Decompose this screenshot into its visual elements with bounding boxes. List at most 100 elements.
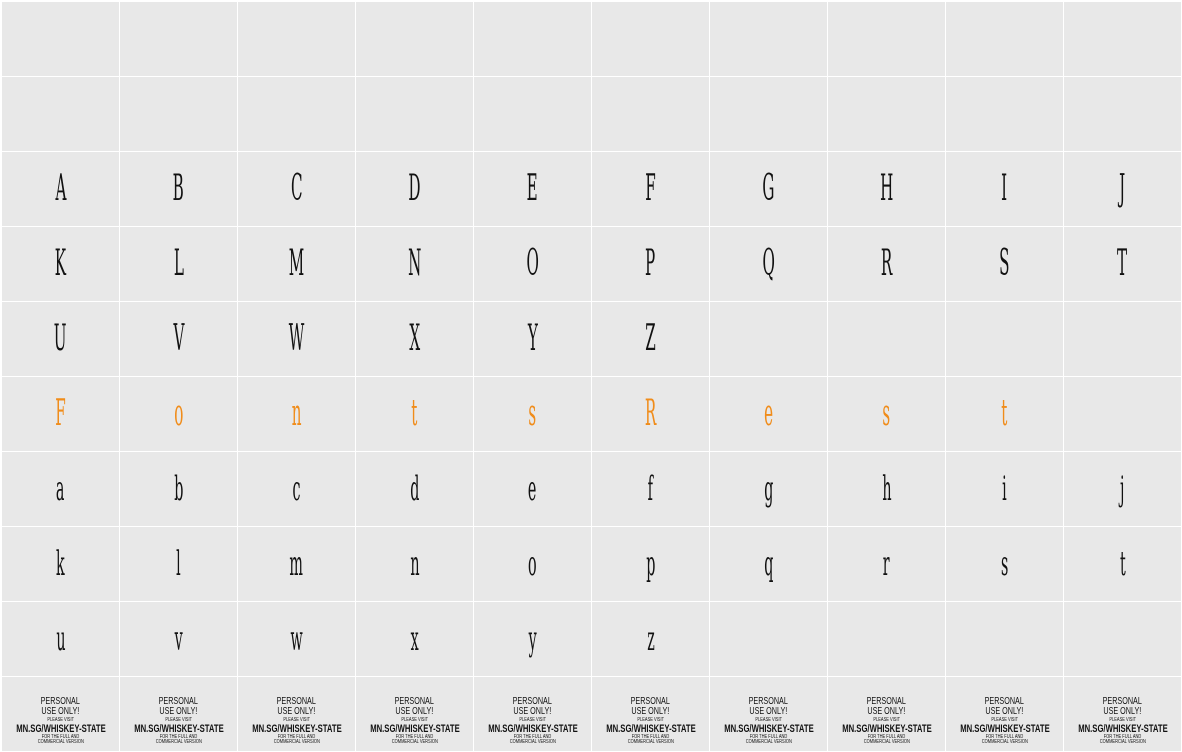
glyph-cell xyxy=(1064,377,1181,451)
notice-line5: FOR THE FULL AND xyxy=(513,734,552,740)
glyph-cell: c xyxy=(238,452,355,526)
glyph-cell: B xyxy=(120,152,237,226)
glyph-cell: s xyxy=(946,527,1063,601)
glyph-cell: L xyxy=(120,227,237,301)
glyph-cell: F xyxy=(592,152,709,226)
glyph-cell: g xyxy=(710,452,827,526)
glyph-cell xyxy=(710,602,827,676)
glyph-cell xyxy=(710,302,827,376)
glyph-cell: z xyxy=(592,602,709,676)
glyph-char: e xyxy=(764,393,773,434)
glyph-cell xyxy=(710,2,827,76)
license-notice: PERSONAL USE ONLY! PLEASE VISIT MN.SG/WHISK… xyxy=(828,677,945,751)
glyph-char: p xyxy=(645,544,656,584)
glyph-cell: b xyxy=(120,452,237,526)
glyph-char: B xyxy=(172,168,185,209)
glyph-cell: M xyxy=(238,227,355,301)
glyph-cell xyxy=(474,77,591,151)
glyph-cell: T xyxy=(1064,227,1181,301)
notice-line1: PERSONAL xyxy=(630,696,671,707)
glyph-cell xyxy=(1064,2,1181,76)
glyph-char: m xyxy=(289,544,304,584)
glyph-cell: q xyxy=(710,527,827,601)
glyph-cell xyxy=(1064,77,1181,151)
notice-line3: PLEASE VISIT xyxy=(519,717,546,723)
glyph-cell: s xyxy=(474,377,591,451)
glyph-cell xyxy=(474,2,591,76)
glyph-cell: V xyxy=(120,302,237,376)
glyph-char: G xyxy=(762,168,775,209)
glyph-char: A xyxy=(55,168,66,209)
glyph-cell: U xyxy=(2,302,119,376)
glyph-char: x xyxy=(410,619,419,659)
notice-line1: PERSONAL xyxy=(984,696,1025,707)
glyph-char: C xyxy=(290,168,303,209)
glyph-char: g xyxy=(763,469,774,509)
glyph-cell: J xyxy=(1064,152,1181,226)
glyph-char: t xyxy=(1119,544,1126,584)
notice-line5: FOR THE FULL AND xyxy=(41,734,80,740)
glyph-cell: N xyxy=(356,227,473,301)
license-notice-cell: PERSONAL USE ONLY! PLEASE VISIT MN.SG/WHISK… xyxy=(592,677,709,751)
glyph-char: F xyxy=(645,168,656,209)
glyph-cell xyxy=(592,77,709,151)
glyph-cell: p xyxy=(592,527,709,601)
glyph-cell: X xyxy=(356,302,473,376)
glyph-cell: Y xyxy=(474,302,591,376)
notice-line3: PLEASE VISIT xyxy=(873,717,900,723)
glyph-char: U xyxy=(54,318,67,359)
glyph-cell: e xyxy=(474,452,591,526)
glyph-char: o xyxy=(173,393,184,434)
license-notice: PERSONAL USE ONLY! PLEASE VISIT MN.SG/WHISK… xyxy=(474,677,591,751)
glyph-cell: Z xyxy=(592,302,709,376)
glyph-char: S xyxy=(999,243,1010,284)
glyph-char: r xyxy=(883,544,890,584)
license-notice: PERSONAL USE ONLY! PLEASE VISIT MN.SG/WHISK… xyxy=(120,677,237,751)
glyph-char: a xyxy=(56,469,65,509)
glyph-cell xyxy=(120,77,237,151)
notice-line6: COMMERCIAL VERSION xyxy=(509,739,556,745)
notice-line4: MN.SG/WHISKEY-STATE xyxy=(251,723,342,735)
notice-line4: MN.SG/WHISKEY-STATE xyxy=(369,723,460,735)
glyph-char: u xyxy=(55,619,66,659)
glyph-cell: j xyxy=(1064,452,1181,526)
glyph-char: K xyxy=(54,243,67,284)
glyph-char: c xyxy=(292,469,301,509)
notice-line3: PLEASE VISIT xyxy=(755,717,782,723)
glyph-char: b xyxy=(173,469,184,509)
license-notice-cell: PERSONAL USE ONLY! PLEASE VISIT MN.SG/WHISK… xyxy=(356,677,473,751)
glyph-cell: F xyxy=(2,377,119,451)
glyph-cell: P xyxy=(592,227,709,301)
notice-line4: MN.SG/WHISKEY-STATE xyxy=(15,723,106,735)
notice-line6: COMMERCIAL VERSION xyxy=(37,739,84,745)
glyph-cell: t xyxy=(946,377,1063,451)
glyph-cell xyxy=(1064,602,1181,676)
notice-line3: PLEASE VISIT xyxy=(637,717,664,723)
glyph-cell: G xyxy=(710,152,827,226)
notice-line6: COMMERCIAL VERSION xyxy=(863,739,910,745)
glyph-char: s xyxy=(528,393,537,434)
glyph-cell: S xyxy=(946,227,1063,301)
notice-line4: MN.SG/WHISKEY-STATE xyxy=(841,723,932,735)
notice-line2: USE ONLY! xyxy=(41,706,80,717)
glyph-char: Z xyxy=(645,318,656,359)
glyph-char: R xyxy=(644,393,657,434)
glyph-char: O xyxy=(526,243,539,284)
glyph-cell xyxy=(946,302,1063,376)
notice-line5: FOR THE FULL AND xyxy=(867,734,906,740)
glyph-cell: C xyxy=(238,152,355,226)
notice-line1: PERSONAL xyxy=(512,696,553,707)
glyph-cell: l xyxy=(120,527,237,601)
glyph-cell xyxy=(592,2,709,76)
glyph-cell: i xyxy=(946,452,1063,526)
glyph-cell: m xyxy=(238,527,355,601)
notice-line6: COMMERCIAL VERSION xyxy=(391,739,438,745)
glyph-cell: t xyxy=(356,377,473,451)
glyph-char: Q xyxy=(762,243,775,284)
glyph-char: e xyxy=(528,469,537,509)
notice-line2: USE ONLY! xyxy=(513,706,552,717)
glyph-cell: k xyxy=(2,527,119,601)
glyph-char: P xyxy=(645,243,656,284)
glyph-char: E xyxy=(526,168,539,209)
glyph-char: n xyxy=(291,393,302,434)
